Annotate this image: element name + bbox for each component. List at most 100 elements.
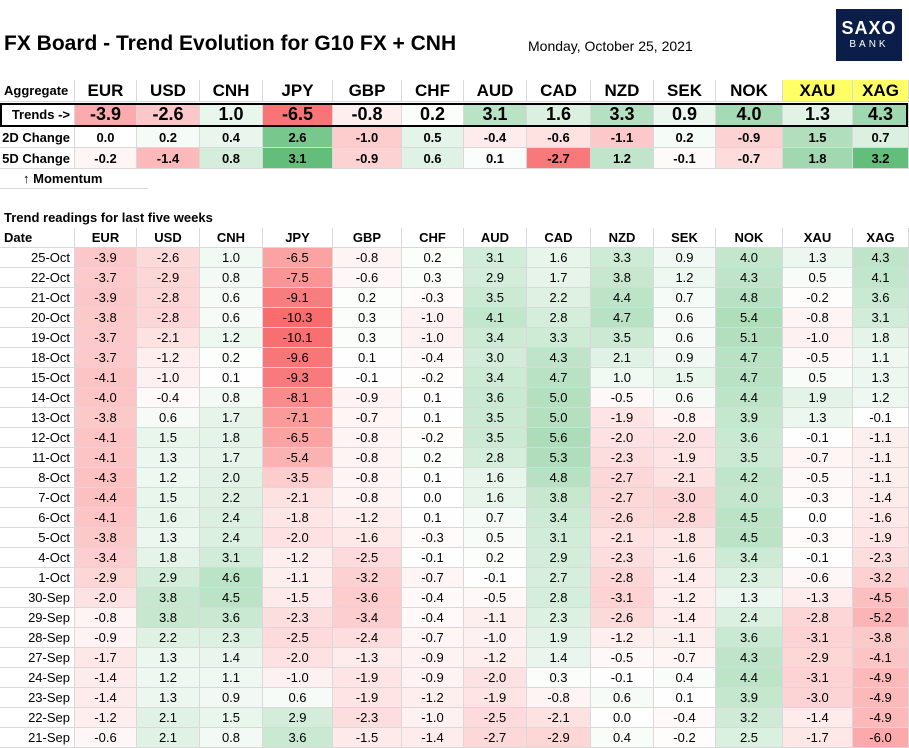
history-value-cnh: 1.7 (200, 408, 263, 428)
history-value-nok: 2.4 (716, 608, 783, 628)
history-value-nok: 4.8 (716, 288, 783, 308)
history-value-aud: 3.5 (464, 408, 527, 428)
change-5d-aud: 0.1 (464, 148, 527, 169)
history-value-nok: 4.7 (716, 368, 783, 388)
aggregate-header-row: Aggregate EUR USD CNH JPY GBP CHF AUD CAD NZD SEK N… (0, 80, 909, 102)
history-value-nok: 4.2 (716, 468, 783, 488)
currency-header-usd: USD (137, 80, 200, 102)
history-value-nzd: -3.1 (591, 588, 654, 608)
history-value-cad: 2.9 (527, 548, 591, 568)
history-value-xau: 1.3 (783, 248, 853, 268)
history-row: 14-Oct -4.0 -0.4 0.8 -8.1 -0.9 0.1 3.6 5.0 -0.5 0.… (0, 388, 909, 408)
history-value-aud: 3.4 (464, 328, 527, 348)
history-value-chf: -0.4 (402, 608, 464, 628)
history-value-xau: -0.8 (783, 308, 853, 328)
trends-row: Trends -> -3.9 -2.6 1.0 -6.5 -0.8 0.2 3.1 1.6 3.3… (0, 103, 909, 127)
history-value-aud: -2.7 (464, 728, 527, 748)
history-value-cad: 3.4 (527, 508, 591, 528)
history-value-gbp: -1.6 (333, 528, 402, 548)
history-value-xau: -1.0 (783, 328, 853, 348)
change-2d-chf: 0.5 (402, 127, 464, 148)
history-value-cnh: 1.5 (200, 708, 263, 728)
history-value-nzd: 0.4 (591, 728, 654, 748)
history-value-usd: 1.3 (137, 528, 200, 548)
history-value-xag: 1.8 (853, 328, 909, 348)
history-value-sek: 1.5 (654, 368, 716, 388)
history-header-cad: CAD (527, 228, 591, 248)
history-row: 20-Oct -3.8 -2.8 0.6 -10.3 0.3 -1.0 4.1 2.8 4.7 0.… (0, 308, 909, 328)
history-value-sek: 0.6 (654, 308, 716, 328)
trend-value-cad: 1.6 (527, 103, 591, 127)
history-value-sek: 0.1 (654, 688, 716, 708)
history-value-aud: 1.6 (464, 468, 527, 488)
trend-value-xag: 4.3 (853, 103, 909, 127)
history-value-nok: 2.3 (716, 568, 783, 588)
history-value-usd: 1.5 (137, 488, 200, 508)
change-5d-label: 5D Change (0, 148, 75, 169)
history-value-cad: 1.9 (527, 628, 591, 648)
history-date: 11-Oct (0, 448, 75, 468)
history-value-jpy: -2.3 (263, 608, 333, 628)
history-value-usd: 2.2 (137, 628, 200, 648)
history-row: 25-Oct -3.9 -2.6 1.0 -6.5 -0.8 0.2 3.1 1.6 3.3 0.9… (0, 248, 909, 268)
history-value-usd: 1.3 (137, 448, 200, 468)
history-value-sek: -3.0 (654, 488, 716, 508)
history-date: 18-Oct (0, 348, 75, 368)
history-row: 8-Oct -4.3 1.2 2.0 -3.5 -0.8 0.1 1.6 4.8 -2.7 -2.1… (0, 468, 909, 488)
history-value-usd: 2.9 (137, 568, 200, 588)
change-2d-jpy: 2.6 (263, 127, 333, 148)
history-value-xau: 0.0 (783, 508, 853, 528)
history-header-aud: AUD (464, 228, 527, 248)
history-value-gbp: -1.9 (333, 668, 402, 688)
history-value-nzd: -2.0 (591, 428, 654, 448)
history-value-eur: -3.9 (75, 288, 137, 308)
history-row: 21-Oct -3.9 -2.8 0.6 -9.1 0.2 -0.3 3.5 2.2 4.4 0.7… (0, 288, 909, 308)
history-value-gbp: -0.7 (333, 408, 402, 428)
history-value-nzd: -0.5 (591, 648, 654, 668)
history-value-jpy: 3.6 (263, 728, 333, 748)
history-value-nok: 3.5 (716, 448, 783, 468)
history-value-aud: 1.6 (464, 488, 527, 508)
history-value-xag: 3.1 (853, 308, 909, 328)
history-value-usd: 3.8 (137, 588, 200, 608)
history-value-sek: -1.4 (654, 608, 716, 628)
history-value-chf: 0.2 (402, 448, 464, 468)
history-date: 21-Sep (0, 728, 75, 748)
history-value-cnh: 1.1 (200, 668, 263, 688)
history-value-xag: 4.3 (853, 248, 909, 268)
history-value-cnh: 0.6 (200, 308, 263, 328)
change-5d-cnh: 0.8 (200, 148, 263, 169)
history-value-eur: -1.2 (75, 708, 137, 728)
change-5d-cad: -2.7 (527, 148, 591, 169)
history-value-eur: -3.8 (75, 528, 137, 548)
history-value-nzd: -2.7 (591, 488, 654, 508)
history-value-usd: -2.9 (137, 268, 200, 288)
history-value-jpy: -3.5 (263, 468, 333, 488)
history-value-eur: -3.7 (75, 328, 137, 348)
history-value-nzd: -1.9 (591, 408, 654, 428)
history-value-xau: -1.4 (783, 708, 853, 728)
history-value-sek: 0.9 (654, 348, 716, 368)
history-date: 15-Oct (0, 368, 75, 388)
history-date: 7-Oct (0, 488, 75, 508)
history-row: 23-Sep -1.4 1.3 0.9 0.6 -1.9 -1.2 -1.9 -0.8 0.6 0.… (0, 688, 909, 708)
history-value-xau: 1.3 (783, 408, 853, 428)
history-value-sek: -2.0 (654, 428, 716, 448)
page-title: FX Board - Trend Evolution for G10 FX + … (4, 32, 457, 55)
history-header-usd: USD (137, 228, 200, 248)
history-value-eur: -4.3 (75, 468, 137, 488)
history-value-jpy: -1.1 (263, 568, 333, 588)
history-value-cnh: 1.8 (200, 428, 263, 448)
history-value-xag: -5.2 (853, 608, 909, 628)
change-2d-cad: -0.6 (527, 127, 591, 148)
history-value-nzd: 3.3 (591, 248, 654, 268)
history-value-cad: 4.3 (527, 348, 591, 368)
history-value-usd: 2.1 (137, 728, 200, 748)
history-value-xau: -0.1 (783, 428, 853, 448)
history-header-cnh: CNH (200, 228, 263, 248)
history-value-xau: -1.7 (783, 728, 853, 748)
history-value-usd: 2.1 (137, 708, 200, 728)
history-value-eur: -4.1 (75, 428, 137, 448)
history-date: 27-Sep (0, 648, 75, 668)
